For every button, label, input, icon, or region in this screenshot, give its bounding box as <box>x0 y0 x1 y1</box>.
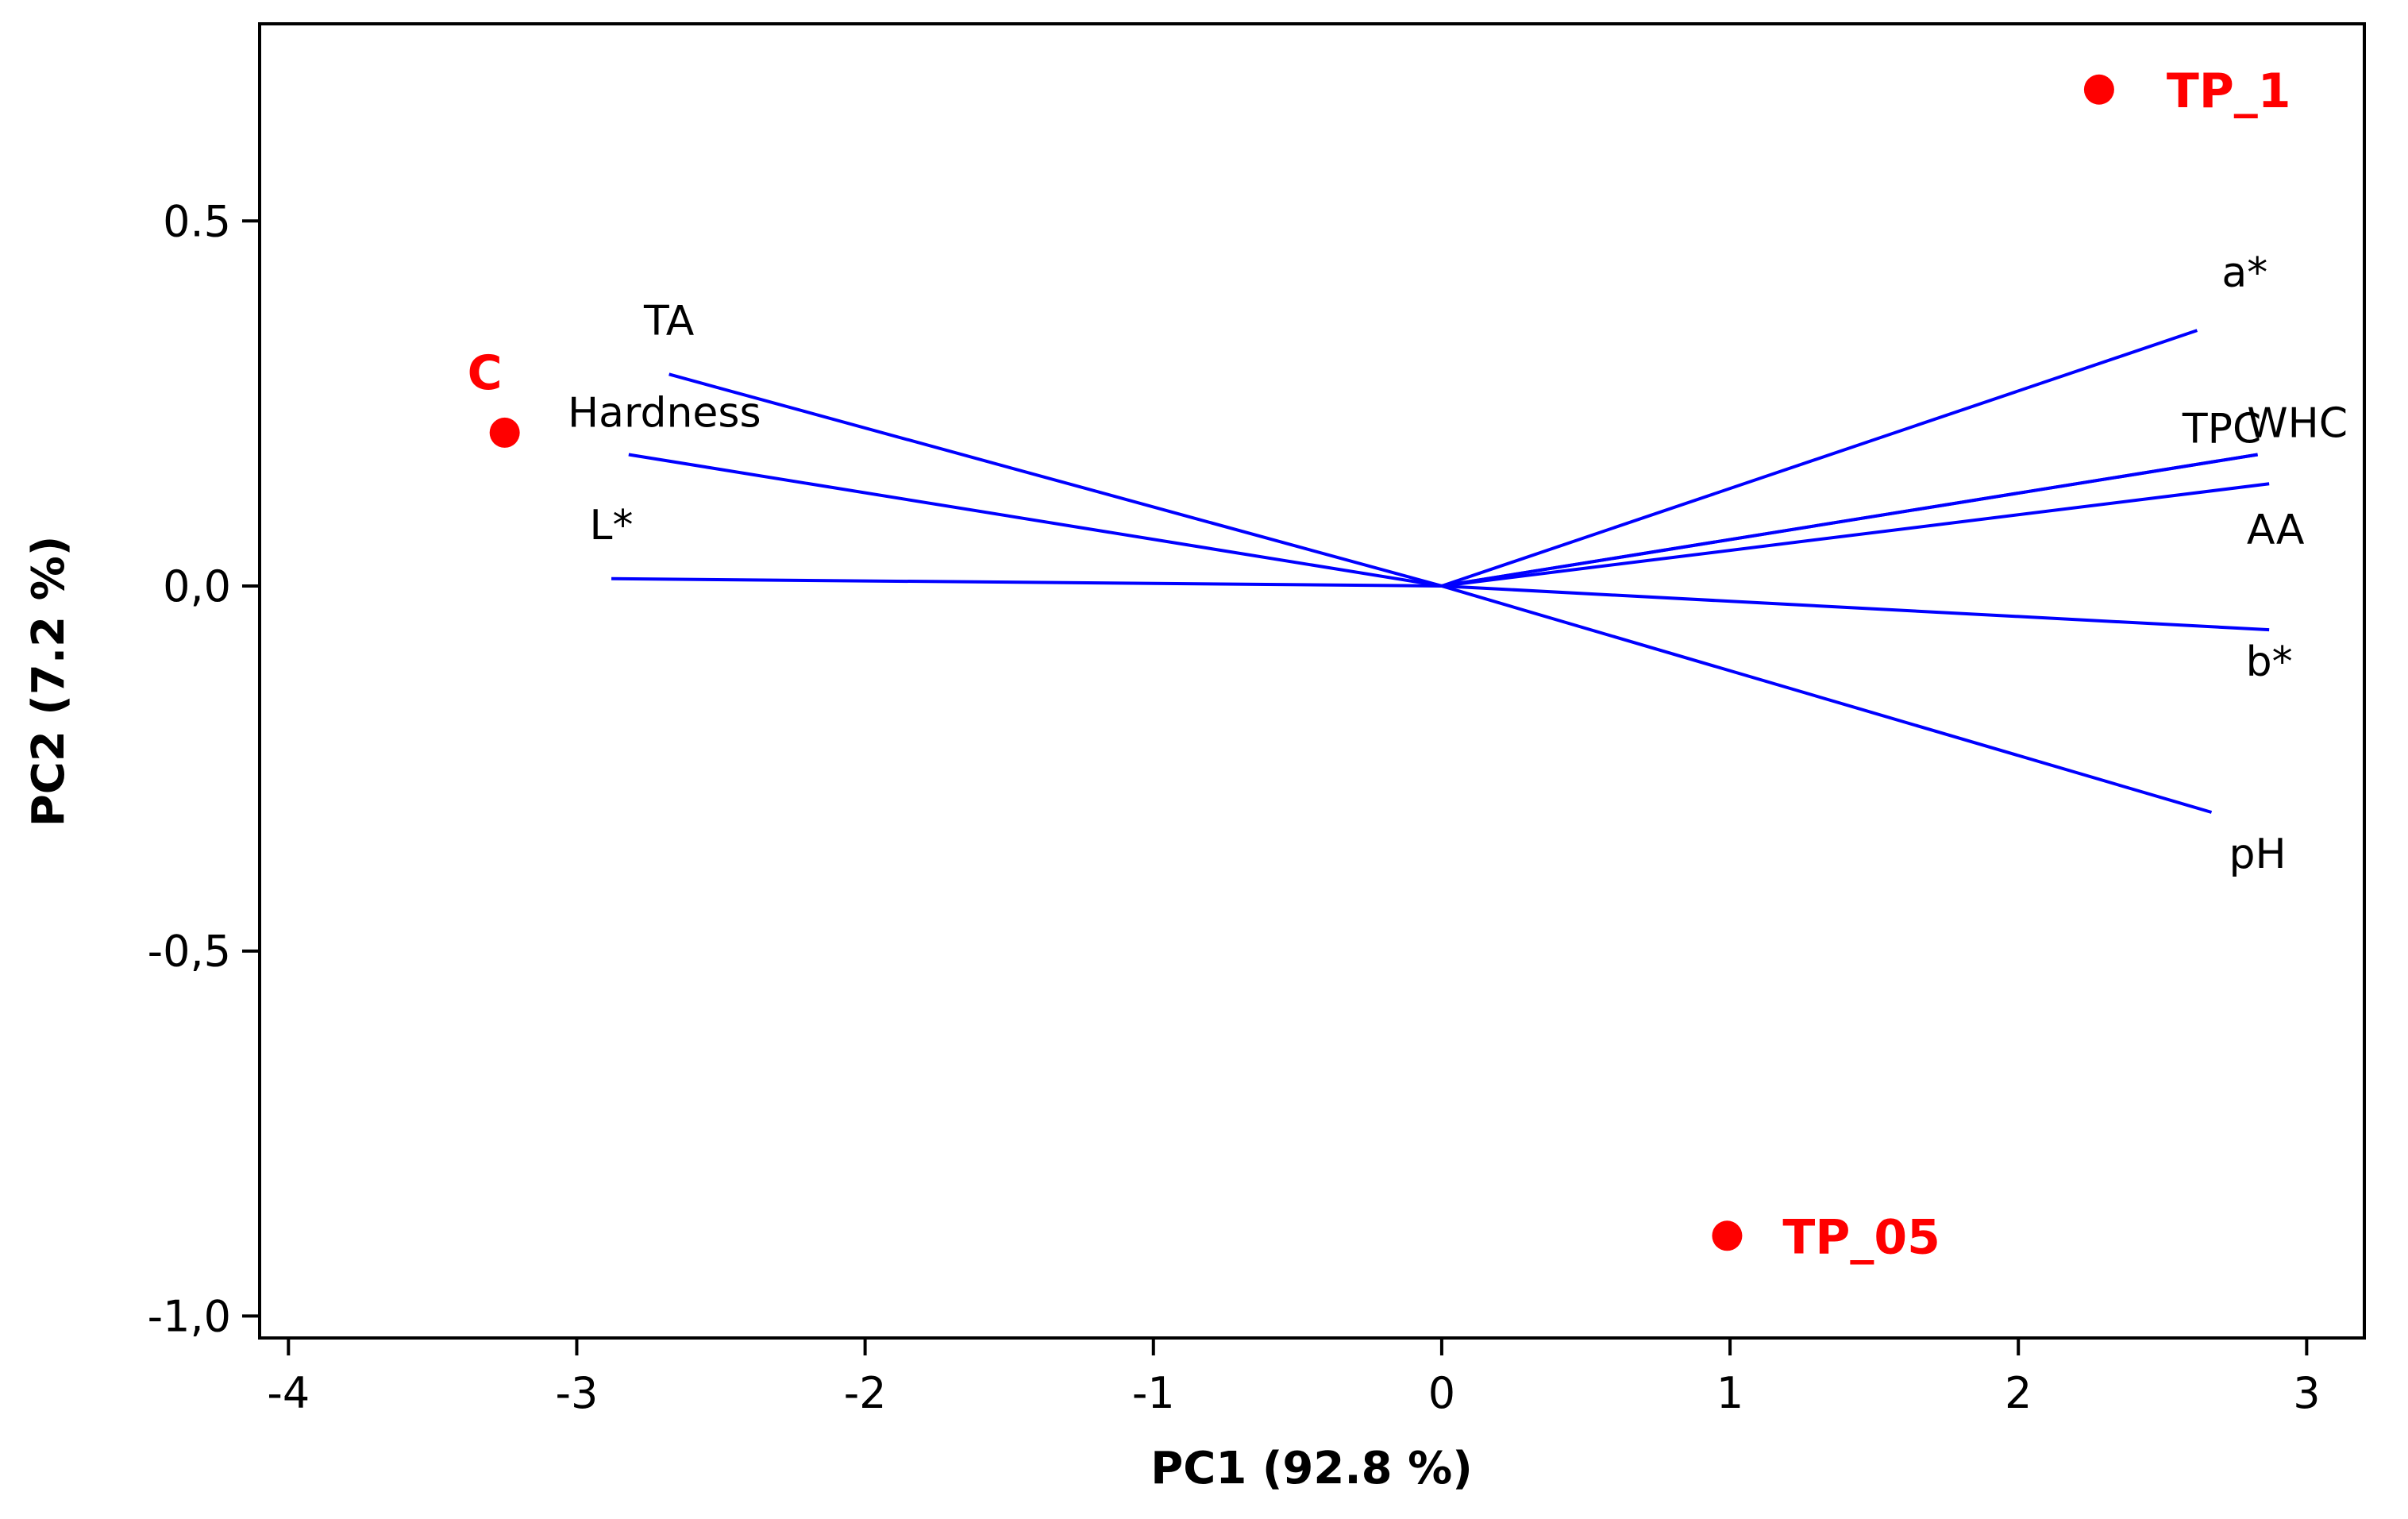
loading-vector-l-star <box>611 576 1442 588</box>
loading-label: Hardness <box>568 389 761 437</box>
x-tick-label: -2 <box>844 1368 887 1418</box>
x-tick-label: 1 <box>1716 1368 1743 1418</box>
sample-label: C <box>468 345 503 401</box>
loading-vector-b-star <box>1441 584 2270 632</box>
y-tick-label: -1,0 <box>148 1291 231 1341</box>
loading-label: a* <box>2221 249 2267 297</box>
sample-point-tp_05 <box>1712 1220 1743 1251</box>
x-axis-title: PC1 (92.8 %) <box>1150 1443 1473 1494</box>
loading-vector-hardness <box>628 453 1443 588</box>
loading-vector-ta <box>668 372 1443 588</box>
y-tick-label: -0,5 <box>148 927 231 977</box>
sample-point-tp_1 <box>2083 74 2114 105</box>
loading-label: TA <box>643 297 695 345</box>
loading-label: L* <box>590 502 634 549</box>
loading-vector-ph <box>1441 584 2213 814</box>
loading-vector-aa <box>1441 482 2270 588</box>
y-axis-title: PC2 (7.2 %) <box>23 536 75 827</box>
loading-vector-whc <box>1441 453 2258 588</box>
loading-label: pH <box>2229 831 2286 878</box>
samples-layer: C TP_1 TP_05 <box>468 64 2291 1266</box>
y-tick-label: 0,0 <box>163 561 231 611</box>
loading-label: WHC <box>2247 399 2348 447</box>
x-tick-label: 0 <box>1428 1368 1455 1418</box>
sample-point-c <box>489 417 520 448</box>
y-axis: 0.5 0,0 -0,5 -1,0 <box>148 196 260 1341</box>
loading-label: AA <box>2247 506 2305 553</box>
x-tick-label: -4 <box>267 1368 310 1418</box>
loading-label: TPC <box>2182 405 2261 453</box>
x-tick-label: 3 <box>2293 1368 2320 1418</box>
loading-label: b* <box>2246 638 2293 686</box>
plot-frame <box>258 22 2366 1340</box>
loading-vector-a-star <box>1441 329 2198 588</box>
x-axis: -4 -3 -2 -1 0 1 2 3 <box>267 1338 2321 1418</box>
y-tick-label: 0.5 <box>163 196 231 246</box>
x-tick-label: -1 <box>1132 1368 1175 1418</box>
sample-label: TP_05 <box>1782 1209 1940 1265</box>
x-tick-label: -3 <box>556 1368 599 1418</box>
sample-label: TP_1 <box>2167 64 2291 119</box>
x-tick-label: 2 <box>2005 1368 2032 1418</box>
